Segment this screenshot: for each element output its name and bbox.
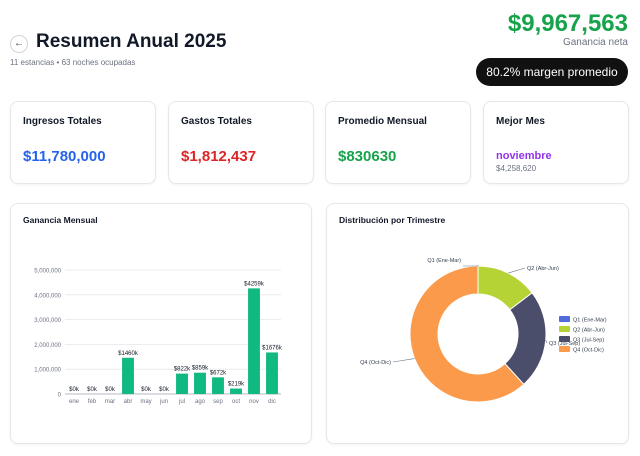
page-header: ← Resumen Anual 2025 11 estancias • 63 n… <box>0 0 640 96</box>
monthly-average-value: $830630 <box>338 148 397 165</box>
bar-value-label: $219k <box>228 382 245 388</box>
monthly-profit-title: Ganancia Mensual <box>23 215 98 225</box>
slice-4 <box>409 265 525 403</box>
x-tick-label: sep <box>213 399 223 405</box>
legend-label: Q3 (Jul-Sep) <box>573 338 604 344</box>
bar-value-label: $0k <box>87 387 98 393</box>
y-tick-label: 2,000,000 <box>34 343 61 349</box>
quarterly-distribution-title: Distribución por Trimestre <box>339 215 446 225</box>
x-tick-label: abr <box>124 399 133 405</box>
monthly-profit-card: Ganancia Mensual 0 1,000,000 2,000,000 3,00… <box>10 203 312 444</box>
page-subtitle: 11 estancias • 63 noches ocupadas <box>10 58 136 67</box>
x-tick-label: jun <box>159 399 168 405</box>
x-tick-label: oct <box>232 399 240 405</box>
bar-abr <box>122 357 134 394</box>
bar-oct <box>230 388 242 394</box>
legend-swatch <box>559 346 570 352</box>
best-month-name: noviembre <box>496 150 552 162</box>
quarterly-distribution-chart: Q1 (Ene-Mar)Q2 (Abr-Jun)Q3 (Jul-Sep)Q4 (… <box>360 258 607 403</box>
bar-sep <box>212 377 224 394</box>
bar-value-label: $1676k <box>262 345 283 351</box>
bar-value-label: $822k <box>174 367 191 373</box>
bar-value-label: $1460k <box>118 351 139 357</box>
slice-leader-line <box>545 340 548 344</box>
margin-badge: 80.2% margen promedio <box>476 58 628 86</box>
best-month-card: Mejor Mes noviembre $4,258,620 <box>483 101 629 184</box>
slice-label: Q2 (Abr-Jun) <box>527 266 559 272</box>
x-tick-label: ene <box>69 399 80 405</box>
best-month-amount: $4,258,620 <box>496 164 537 173</box>
y-tick-label: 4,000,000 <box>34 293 61 299</box>
best-month-label: Mejor Mes <box>496 116 545 127</box>
legend-swatch <box>559 326 570 332</box>
bar-value-label: $0k <box>105 387 116 393</box>
bar-value-label: $0k <box>69 387 80 393</box>
bar-value-label: $4259k <box>244 281 265 287</box>
bar-value-label: $0k <box>141 387 152 393</box>
quarterly-distribution-card: Distribución por Trimestre Q1 (Ene-Mar) Q… <box>326 203 629 444</box>
back-arrow-icon[interactable]: ← <box>10 35 28 53</box>
x-tick-label: jul <box>178 399 185 405</box>
x-tick-label: may <box>140 399 151 405</box>
y-tick-label: 3,000,000 <box>34 318 61 324</box>
expenses-value: $1,812,437 <box>181 148 257 165</box>
slice-leader-line <box>392 358 415 363</box>
bar-ago <box>194 372 206 394</box>
slice-label: Q3 (Jul-Sep) <box>549 341 580 347</box>
x-tick-label: ago <box>195 399 206 405</box>
y-tick-label: 0 <box>58 393 62 399</box>
legend-label: Q2 (Abr-Jun) <box>573 328 605 334</box>
slice-leader-line <box>463 265 479 267</box>
expenses-label: Gastos Totales <box>181 116 252 127</box>
monthly-average-label: Promedio Mensual <box>338 116 427 127</box>
x-tick-label: dic <box>268 399 276 405</box>
x-tick-label: nov <box>249 399 259 405</box>
monthly-profit-chart: 0 1,000,000 2,000,000 3,000,000 4,000,000 5,0… <box>34 269 283 406</box>
bar-value-label: $859k <box>192 366 209 372</box>
slice-label: Q4 (Oct-Dic) <box>360 360 391 366</box>
income-value: $11,780,000 <box>23 148 106 165</box>
net-profit-value: $9,967,563 <box>507 10 628 37</box>
legend-swatch <box>559 316 570 322</box>
bar-value-label: $672k <box>210 370 227 376</box>
y-tick-label: 1,000,000 <box>34 368 61 374</box>
legend-label: Q4 (Oct-Dic) <box>573 348 604 354</box>
bar-dic <box>266 352 278 394</box>
y-tick-label: 5,000,000 <box>34 269 61 275</box>
x-tick-label: feb <box>88 399 97 405</box>
monthly-average-card: Promedio Mensual $830630 <box>325 101 471 184</box>
expenses-card: Gastos Totales $1,812,437 <box>168 101 314 184</box>
x-tick-label: mar <box>105 399 115 405</box>
slice-leader-line <box>508 267 526 274</box>
legend-swatch <box>559 336 570 342</box>
net-profit-label: Ganancia neta <box>562 37 628 48</box>
income-label: Ingresos Totales <box>23 116 102 127</box>
bar-nov <box>248 288 260 394</box>
slice-label: Q1 (Ene-Mar) <box>427 258 461 264</box>
legend-label: Q1 (Ene-Mar) <box>573 318 607 324</box>
bar-value-label: $0k <box>159 387 170 393</box>
page-title: Resumen Anual 2025 <box>36 31 227 52</box>
bar-jul <box>176 373 188 394</box>
income-card: Ingresos Totales $11,780,000 <box>10 101 156 184</box>
